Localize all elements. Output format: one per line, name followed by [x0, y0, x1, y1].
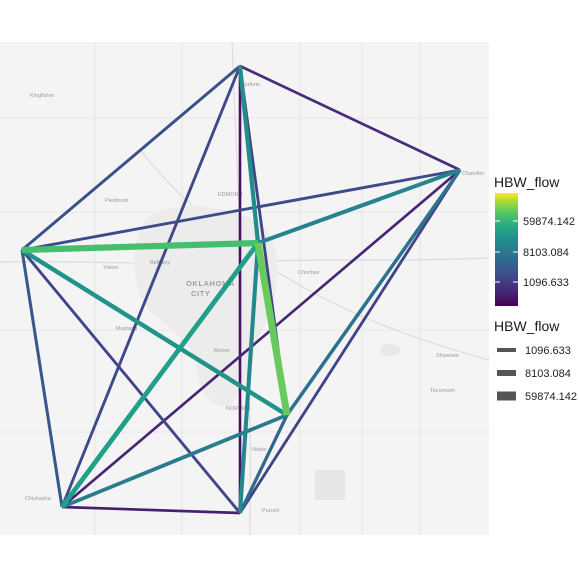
basemap-label: Shawnee — [436, 353, 459, 359]
color-legend-label: 59874.142 — [523, 216, 575, 228]
basemap-label: Guthrie — [242, 82, 260, 88]
flow-line — [238, 414, 289, 514]
flow-line — [239, 64, 461, 172]
size-legend-title: HBW_flow — [494, 318, 560, 334]
basemap-label: Kingfisher — [30, 93, 55, 99]
flow-line — [21, 168, 461, 252]
flow-line — [61, 168, 461, 509]
flow-line — [21, 64, 241, 252]
flow-line — [21, 239, 259, 254]
basemap-label: Chandler — [462, 171, 484, 177]
flow-line — [237, 242, 261, 514]
basemap-label: Choctaw — [298, 270, 319, 276]
basemap-label: Piedmont — [105, 198, 129, 204]
flow-line — [20, 249, 64, 508]
color-legend-label: 1096.633 — [523, 277, 569, 289]
flow-line — [60, 65, 242, 508]
flow-line — [238, 169, 462, 514]
flow-line — [60, 241, 260, 509]
color-bar — [495, 193, 518, 306]
basemap-label: Tecumseh — [430, 388, 455, 394]
flow-line — [254, 242, 291, 416]
basemap-label: NORMAN — [226, 406, 250, 412]
size-legend-key — [497, 391, 516, 401]
flow-line — [237, 65, 261, 244]
basemap-label: Noble — [252, 447, 266, 453]
basemap-label: Mustang — [116, 326, 137, 332]
basemap-label: OKLAHOMA — [186, 279, 235, 288]
flow-line — [285, 168, 462, 417]
color-legend-title: HBW_flow — [494, 174, 560, 190]
size-legend-label: 1096.633 — [525, 345, 571, 357]
flow-line — [61, 413, 288, 509]
flow-line — [61, 505, 241, 515]
flow-lines — [20, 64, 462, 515]
size-legend-label: 8103.084 — [525, 368, 571, 380]
basemap-label: Yukon — [103, 265, 118, 271]
size-legend-label: 59874.142 — [525, 391, 577, 403]
basemap-label: Purcell — [262, 508, 279, 514]
size-legend-key — [497, 370, 516, 376]
legend: HBW_flow 59874.142 8103.084 1096.633 HBW_f… — [494, 174, 577, 403]
flow-line — [20, 248, 289, 417]
color-legend-label: 8103.084 — [523, 247, 569, 259]
basemap-label: CITY — [191, 289, 210, 298]
basemap-label: EDMOND — [218, 192, 242, 198]
flow-line — [20, 249, 242, 514]
size-legend-key — [497, 348, 516, 352]
flow-line — [257, 168, 461, 245]
basemap-label: Chickasha — [25, 496, 52, 502]
basemap-label: Moore — [214, 348, 230, 354]
